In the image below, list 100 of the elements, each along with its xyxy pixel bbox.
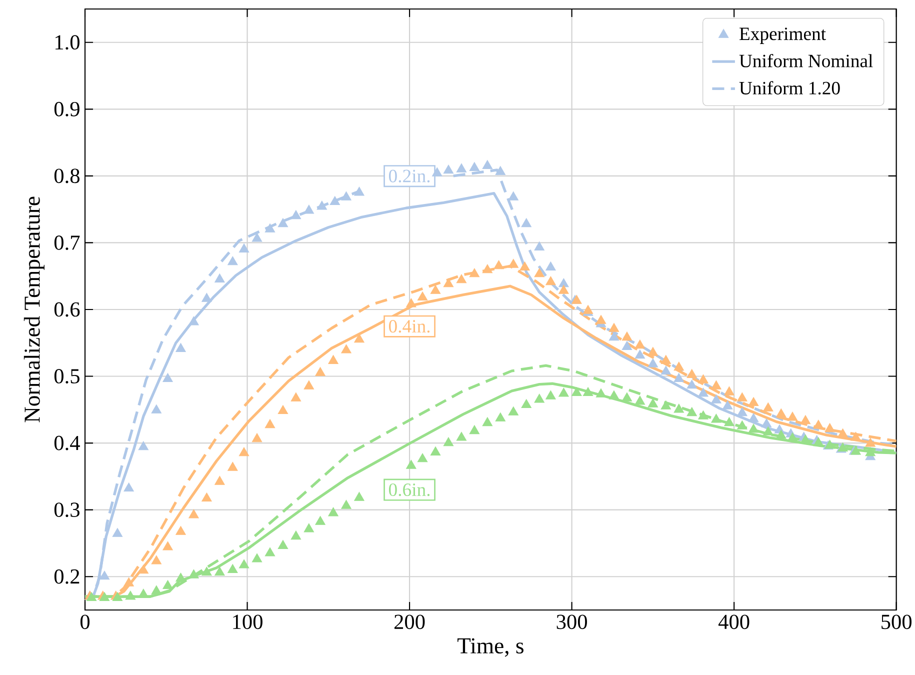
point	[748, 424, 759, 433]
point	[354, 334, 364, 343]
point	[596, 388, 606, 398]
point	[838, 428, 848, 438]
point	[482, 264, 493, 274]
point	[328, 355, 338, 364]
point	[634, 396, 646, 405]
point	[787, 412, 798, 421]
point	[228, 462, 238, 471]
point	[622, 332, 632, 341]
point	[151, 555, 162, 564]
point	[252, 433, 262, 442]
point	[202, 566, 212, 576]
point	[432, 167, 442, 176]
x-tick-label: 500	[882, 614, 912, 630]
point	[787, 432, 798, 442]
point	[214, 274, 225, 283]
legend-label: Uniform 1.20	[739, 81, 840, 95]
point	[660, 355, 672, 364]
point	[558, 388, 569, 397]
point	[761, 418, 772, 428]
point	[508, 191, 519, 200]
y-tick-label: 0.9	[54, 102, 80, 116]
point	[648, 358, 658, 368]
point	[469, 162, 480, 171]
point	[608, 390, 620, 400]
point	[430, 446, 441, 456]
point	[748, 397, 759, 406]
point	[546, 390, 556, 400]
point	[546, 262, 556, 270]
point	[546, 276, 556, 286]
point	[151, 404, 162, 414]
point	[711, 394, 722, 404]
point	[800, 434, 811, 444]
point	[176, 526, 186, 535]
point	[162, 580, 173, 590]
point	[469, 268, 480, 278]
point	[596, 314, 606, 324]
point	[686, 369, 697, 378]
x-tick-label: 300	[556, 614, 587, 630]
point	[112, 528, 123, 537]
point	[315, 367, 326, 376]
point	[417, 292, 428, 301]
point	[800, 415, 811, 424]
point	[124, 482, 134, 492]
point	[698, 388, 708, 397]
point	[776, 408, 786, 418]
point	[443, 437, 454, 446]
point	[304, 204, 314, 214]
y-axis-title: Normalized Temperature	[24, 196, 44, 422]
y-tick-label: 0.5	[54, 369, 80, 384]
point	[572, 387, 582, 396]
point	[622, 341, 632, 350]
legend-label: Experiment	[739, 28, 826, 44]
point	[674, 373, 684, 382]
point	[162, 373, 173, 382]
point	[674, 404, 684, 413]
point	[456, 432, 467, 441]
point	[238, 244, 250, 252]
point	[495, 166, 506, 176]
point	[686, 407, 697, 416]
x-tick-label: 100	[233, 614, 262, 630]
point	[482, 160, 493, 169]
point	[521, 218, 532, 228]
point	[316, 200, 328, 210]
point	[264, 547, 276, 556]
point	[748, 413, 759, 422]
point	[264, 419, 276, 428]
y-tick-label: 0.8	[54, 168, 80, 184]
point	[354, 186, 364, 196]
point	[188, 509, 199, 518]
y-tick-label: 0.7	[54, 235, 80, 250]
point	[608, 332, 620, 341]
point	[648, 347, 658, 356]
point	[252, 553, 262, 562]
x-tick-label: 0	[80, 614, 90, 630]
point	[724, 386, 734, 396]
point	[124, 577, 134, 586]
point	[330, 196, 340, 206]
y-tick-label: 0.6	[54, 302, 80, 317]
point	[494, 260, 504, 270]
point	[315, 516, 326, 525]
point	[558, 284, 569, 294]
point	[151, 585, 162, 594]
point	[686, 380, 697, 389]
point	[582, 387, 594, 396]
point	[763, 426, 774, 436]
point	[865, 447, 876, 456]
y-tick-label: 0.2	[54, 569, 80, 584]
point	[534, 242, 544, 250]
point	[660, 400, 672, 410]
point	[188, 316, 199, 326]
point	[456, 163, 467, 172]
point	[406, 298, 416, 308]
point	[850, 432, 861, 441]
point	[660, 366, 672, 375]
x-tick-label: 400	[718, 614, 750, 630]
point	[648, 398, 658, 408]
point	[776, 430, 786, 439]
point	[278, 405, 288, 414]
